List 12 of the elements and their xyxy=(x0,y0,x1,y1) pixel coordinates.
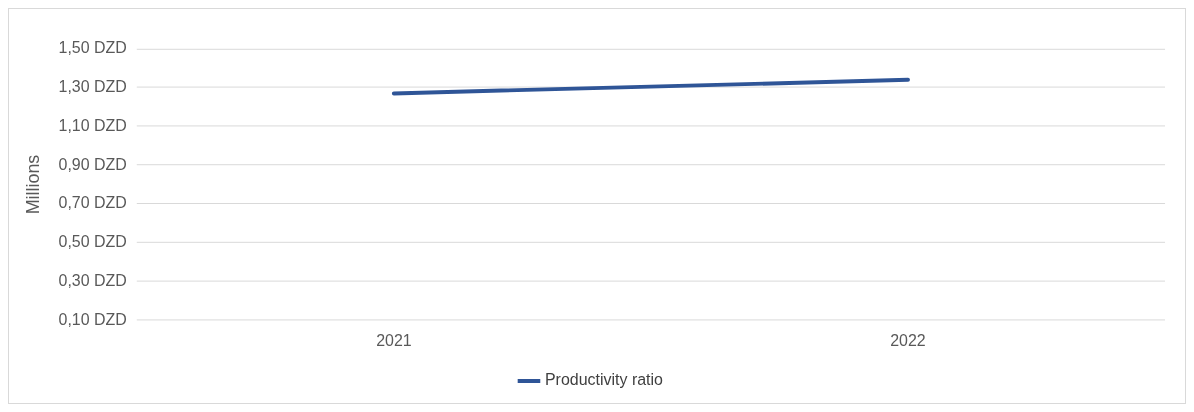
y-tick-label: 1,30 DZD xyxy=(58,77,127,95)
x-tick-label: 2021 xyxy=(376,332,412,350)
y-axis-title: Millions xyxy=(22,154,43,215)
y-tick-label: 1,10 DZD xyxy=(58,116,127,134)
y-tick-label: 0,50 DZD xyxy=(58,233,127,251)
y-tick-label: 1,50 DZD xyxy=(58,39,127,57)
legend-label: Productivity ratio xyxy=(544,371,664,389)
y-tick-label: 0,90 DZD xyxy=(58,155,127,173)
y-tick-label: 0,70 DZD xyxy=(58,194,127,212)
y-tick-label: 0,10 DZD xyxy=(58,310,127,328)
y-tick-label: 0,30 DZD xyxy=(58,271,127,289)
x-tick-label: 2022 xyxy=(890,332,926,350)
